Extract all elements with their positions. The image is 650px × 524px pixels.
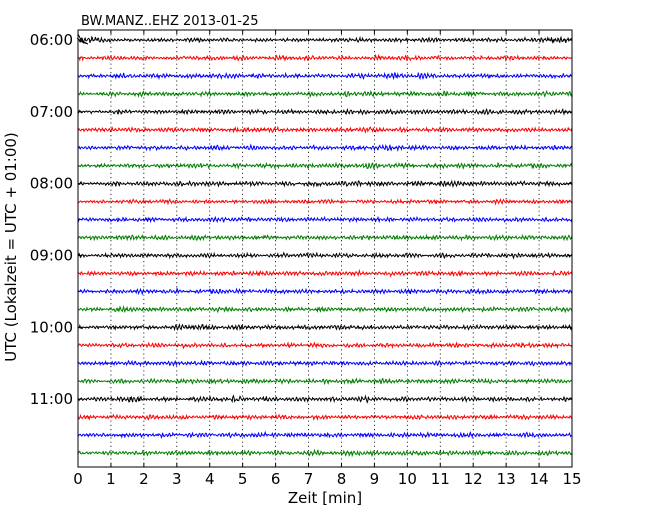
trace-row-4: [77, 107, 573, 116]
y-tick-label-3: 09:00: [30, 246, 73, 264]
trace-row-12: [77, 251, 573, 260]
trace-row-23: [77, 448, 573, 458]
trace-row-8: [77, 179, 573, 189]
y-tick-label-5: 11:00: [30, 390, 73, 408]
x-tick-label-10: 10: [398, 470, 417, 488]
x-tick-label-4: 4: [205, 470, 215, 488]
trace-row-1: [77, 53, 572, 63]
y-tick-label-2: 08:00: [30, 175, 73, 193]
trace-row-19: [78, 377, 573, 386]
trace-row-3: [77, 89, 573, 99]
trace-row-21: [77, 413, 573, 422]
trace-row-9: [77, 197, 573, 206]
trace-row-15: [77, 304, 573, 314]
x-tick-label-14: 14: [530, 470, 549, 488]
trace-row-18: [77, 359, 573, 368]
y-tick-label-4: 10:00: [30, 318, 73, 336]
trace-row-13: [77, 268, 573, 278]
trace-row-14: [77, 287, 573, 296]
trace-row-2: [77, 71, 572, 81]
gridlines-group: [110, 30, 540, 467]
x-tick-label-3: 3: [172, 470, 182, 488]
x-tick-label-1: 1: [106, 470, 116, 488]
x-tick-label-5: 5: [238, 470, 248, 488]
trace-row-16: [77, 323, 573, 332]
trace-row-11: [77, 233, 573, 242]
x-axis-label: Zeit [min]: [288, 489, 362, 507]
trace-row-7: [77, 161, 573, 171]
y-axis-label: UTC (Lokalzeit = UTC + 01:00): [2, 132, 20, 362]
y-ticks-group: 06:00 07:00 08:00 09:00 10:00 11:00: [30, 31, 572, 408]
trace-row-5: [77, 125, 573, 134]
x-tick-label-2: 2: [139, 470, 149, 488]
trace-row-6: [77, 143, 573, 152]
x-tick-label-11: 11: [431, 470, 450, 488]
x-ticks-group: 0 1 2 3 4 5 6 7 8 9 10 11 12 13 14 15: [73, 30, 582, 488]
x-tick-label-9: 9: [370, 470, 380, 488]
x-tick-label-12: 12: [464, 470, 483, 488]
trace-row-20: [77, 394, 573, 404]
trace-row-10: [77, 215, 573, 224]
x-tick-label-13: 13: [497, 470, 516, 488]
plot-frame: [77, 29, 573, 468]
x-tick-label-15: 15: [562, 470, 581, 488]
chart-title: BW.MANZ..EHZ 2013-01-25: [81, 14, 259, 29]
y-tick-label-0: 06:00: [30, 31, 73, 49]
trace-row-0: [76, 33, 573, 45]
x-tick-label-7: 7: [304, 470, 314, 488]
x-tick-label-6: 6: [271, 470, 281, 488]
trace-row-17: [77, 341, 573, 350]
trace-row-22: [77, 430, 572, 440]
x-tick-label-0: 0: [73, 470, 83, 488]
y-tick-label-1: 07:00: [30, 103, 73, 121]
traces-group: [76, 33, 573, 458]
x-tick-label-8: 8: [337, 470, 347, 488]
